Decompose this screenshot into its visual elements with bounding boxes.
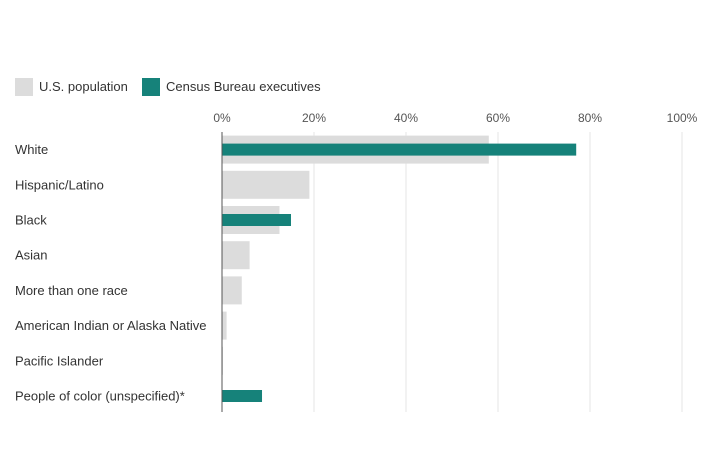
bar-us-population	[222, 170, 310, 199]
legend: U.S. population Census Bureau executives	[15, 78, 321, 96]
x-axis-ticks: 0% 20% 40% 60% 80% 100%	[213, 111, 697, 125]
bar-us-population	[222, 241, 250, 270]
category-label: Black	[15, 213, 47, 228]
x-tick-label: 100%	[667, 111, 698, 125]
bar-us-population	[222, 276, 242, 305]
x-tick-label: 80%	[578, 111, 602, 125]
category-label: Pacific Islander	[15, 353, 104, 368]
bar-us-population	[222, 311, 227, 340]
census-executives-bars	[222, 143, 577, 402]
us-population-bars	[222, 135, 489, 375]
bar-census-executives	[222, 143, 577, 156]
category-label: People of color (unspecified)*	[15, 389, 185, 404]
bar-census-executives	[222, 390, 263, 402]
x-tick-label: 0%	[213, 111, 231, 125]
x-tick-label: 60%	[486, 111, 510, 125]
legend-label-us-population: U.S. population	[39, 79, 128, 94]
bar-census-executives	[222, 214, 291, 226]
legend-label-census-executives: Census Bureau executives	[166, 79, 321, 94]
x-tick-label: 20%	[302, 111, 326, 125]
legend-swatch-us-population	[15, 78, 33, 96]
category-label: American Indian or Alaska Native	[15, 318, 206, 333]
category-label: More than one race	[15, 283, 128, 298]
category-label: Hispanic/Latino	[15, 177, 104, 192]
x-grid	[313, 132, 683, 412]
category-label: Asian	[15, 248, 48, 263]
category-label: White	[15, 142, 48, 157]
x-tick-label: 40%	[394, 111, 418, 125]
legend-swatch-census-executives	[142, 78, 160, 96]
category-labels: White Hispanic/Latino Black Asian More than …	[15, 142, 206, 403]
